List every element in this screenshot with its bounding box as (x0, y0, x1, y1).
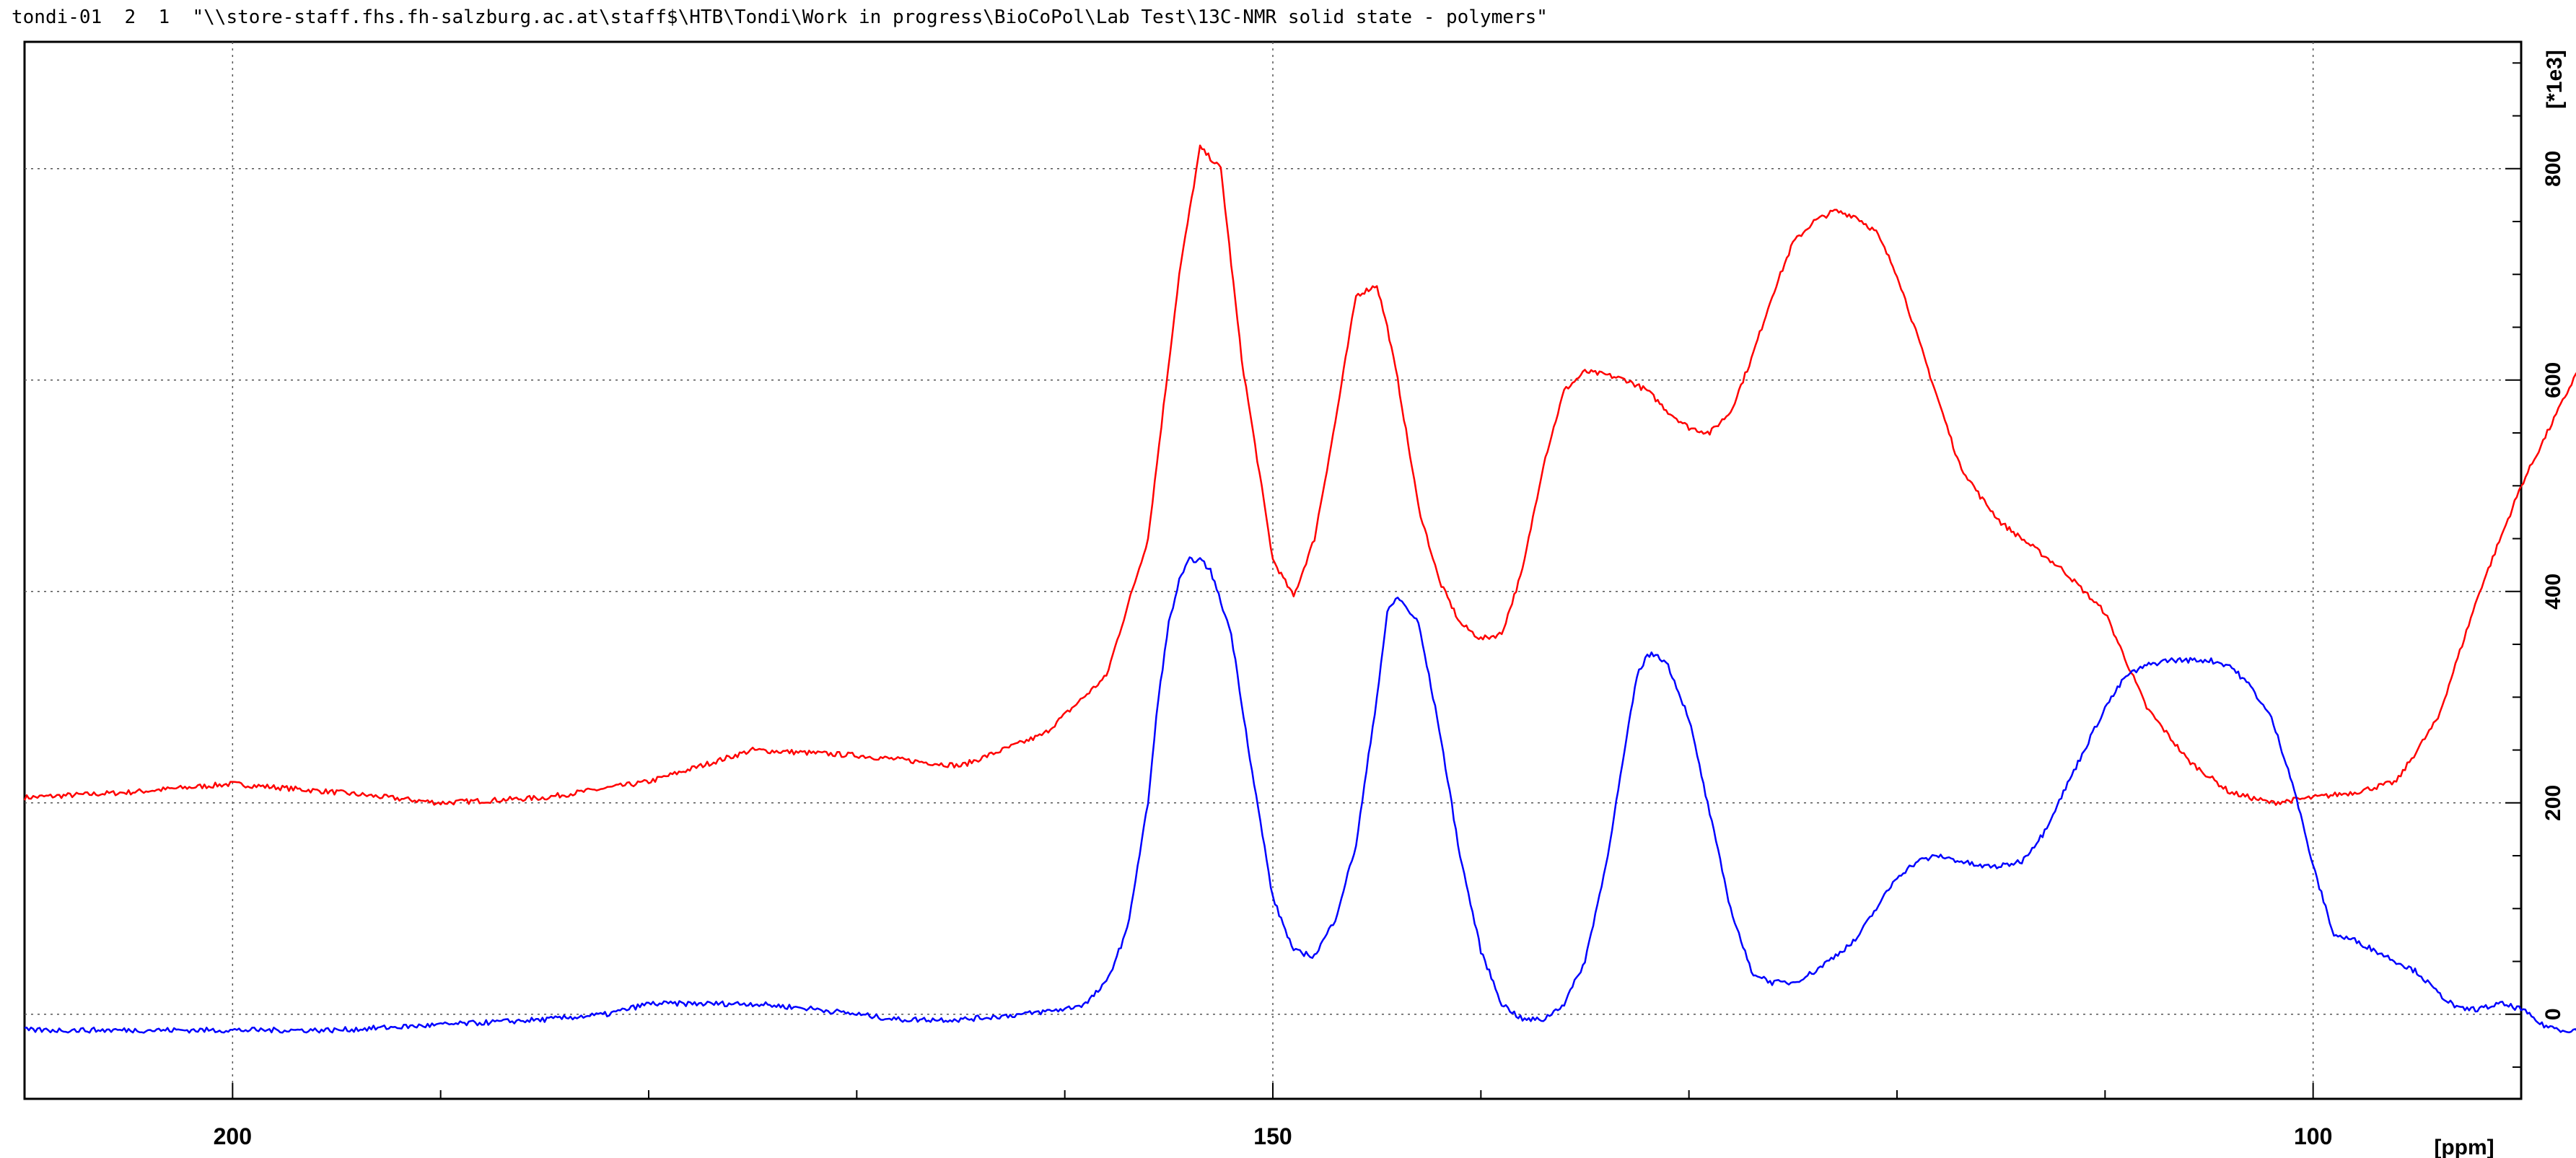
red-spectrum-line (23, 144, 2576, 806)
x-tick-label: 200 (214, 1123, 252, 1149)
y-tick-label: 400 (2541, 574, 2565, 610)
dataset-header: tondi-01 2 1 "\\store-staff.fhs.fh-salzb… (12, 1, 2566, 33)
y-tick-label: 600 (2541, 362, 2565, 398)
y-axis-unit-label: [*1e3] (2543, 50, 2567, 109)
blue-spectrum-line (24, 556, 2576, 1034)
spectrum-series (23, 144, 2576, 1034)
y-axis: 0 200 400 600 800 (2505, 62, 2565, 1069)
dataset-path: "\\store-staff.fhs.fh-salzburg.ac.at\sta… (192, 6, 1548, 28)
plot-frame (23, 40, 2523, 1100)
x-axis: 20015010050 (214, 1083, 2522, 1149)
y-tick-label: 200 (2541, 785, 2565, 821)
x-axis-unit-label: [ppm] (2434, 1136, 2494, 1158)
procno: 1 (158, 6, 170, 28)
dataset-name: tondi-01 (12, 6, 102, 28)
y-tick-label: 0 (2541, 1008, 2565, 1020)
expno: 2 (124, 6, 136, 28)
grid-lines (25, 42, 2521, 1099)
y-tick-label: 800 (2541, 151, 2565, 187)
x-tick-label: 100 (2294, 1123, 2332, 1149)
x-tick-label: 150 (1253, 1123, 1292, 1149)
